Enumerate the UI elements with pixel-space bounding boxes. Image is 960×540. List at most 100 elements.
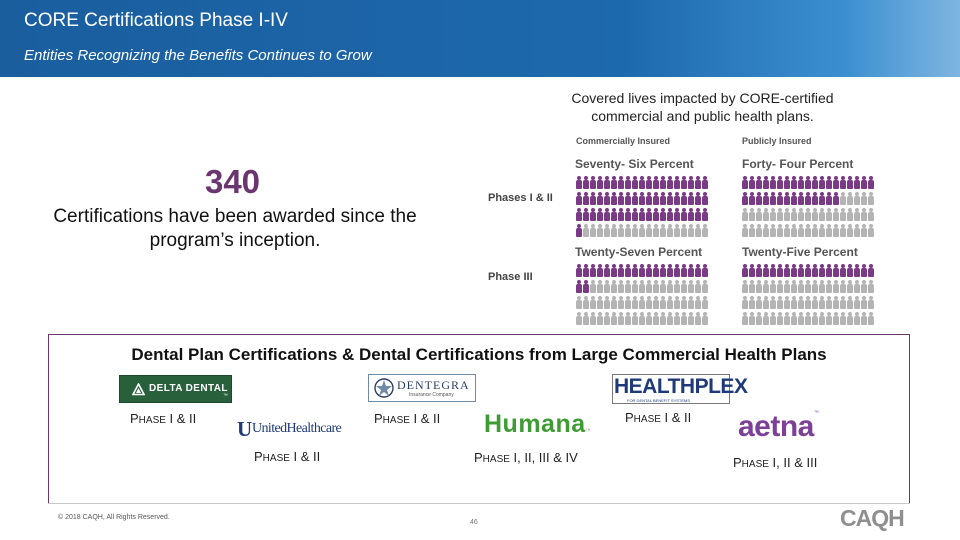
person-icon	[625, 224, 631, 237]
person-icon-covered	[812, 192, 818, 205]
person-icon	[840, 280, 846, 293]
person-icon	[763, 224, 769, 237]
person-icon-covered	[653, 264, 659, 277]
person-icon	[646, 280, 652, 293]
person-icon	[840, 312, 846, 325]
person-icon-covered	[777, 192, 783, 205]
person-icon-covered	[674, 192, 680, 205]
person-icon-covered	[653, 176, 659, 189]
person-icon	[702, 296, 708, 309]
person-icon-covered	[819, 264, 825, 277]
person-icon	[639, 280, 645, 293]
person-icon	[854, 280, 860, 293]
person-icon-covered	[660, 264, 666, 277]
person-icon	[798, 208, 804, 221]
dentegra-subtitle: Insurance Company	[409, 392, 454, 398]
phase3-public-percent: Twenty-Five Percent	[742, 245, 858, 259]
person-icon	[777, 312, 783, 325]
person-icon-covered	[847, 176, 853, 189]
person-icon-covered	[777, 264, 783, 277]
person-icon	[756, 280, 762, 293]
person-icon	[763, 208, 769, 221]
aetna-trademark: ™	[813, 410, 819, 416]
person-icon-covered	[604, 192, 610, 205]
person-icon	[625, 280, 631, 293]
person-icon-covered	[646, 192, 652, 205]
person-icon	[688, 296, 694, 309]
person-icon	[618, 280, 624, 293]
person-icon	[660, 224, 666, 237]
person-icon-covered	[833, 176, 839, 189]
person-icon	[618, 312, 624, 325]
person-icon	[777, 224, 783, 237]
person-icon-covered	[756, 176, 762, 189]
person-icon-covered	[639, 264, 645, 277]
person-icon-covered	[791, 176, 797, 189]
person-icon-covered	[667, 176, 673, 189]
person-icon-covered	[639, 208, 645, 221]
person-icon-covered	[702, 208, 708, 221]
person-icon-covered	[632, 264, 638, 277]
person-icon	[688, 280, 694, 293]
person-icon-covered	[791, 264, 797, 277]
person-icon	[798, 296, 804, 309]
person-icon-covered	[784, 192, 790, 205]
person-icon	[798, 312, 804, 325]
person-icon	[625, 296, 631, 309]
person-icon	[681, 224, 687, 237]
person-icon	[854, 192, 860, 205]
person-icon	[833, 280, 839, 293]
person-icon	[770, 208, 776, 221]
person-icon-covered	[688, 176, 694, 189]
person-icon	[681, 312, 687, 325]
person-icon	[868, 192, 874, 205]
person-icon-covered	[583, 208, 589, 221]
person-icon-covered	[770, 176, 776, 189]
person-icon	[798, 280, 804, 293]
person-icon-covered	[756, 192, 762, 205]
phase12-commercial-percent: Seventy- Six Percent	[575, 157, 694, 171]
phase-label-aetna: PHASE I, II & III	[733, 455, 818, 470]
person-icon-covered	[805, 264, 811, 277]
person-icon	[632, 280, 638, 293]
person-icon	[695, 280, 701, 293]
phase3-commercial-percent: Twenty-Seven Percent	[575, 245, 703, 259]
person-icon	[742, 312, 748, 325]
people-row	[576, 280, 708, 293]
person-icon	[583, 296, 589, 309]
humana-logo: Humana™	[484, 410, 591, 439]
person-icon	[597, 296, 603, 309]
person-icon-covered	[583, 264, 589, 277]
person-icon	[597, 224, 603, 237]
person-icon-covered	[742, 192, 748, 205]
person-icon-covered	[639, 176, 645, 189]
person-icon-covered	[646, 176, 652, 189]
person-icon	[791, 208, 797, 221]
person-icon-covered	[597, 208, 603, 221]
person-icon	[756, 296, 762, 309]
person-icon	[660, 312, 666, 325]
person-icon-covered	[840, 176, 846, 189]
person-icon	[583, 312, 589, 325]
person-icon	[791, 224, 797, 237]
person-icon-covered	[660, 208, 666, 221]
person-icon-covered	[819, 192, 825, 205]
person-icon-covered	[702, 176, 708, 189]
person-icon	[604, 224, 610, 237]
person-icon-covered	[604, 264, 610, 277]
person-icon	[590, 280, 596, 293]
person-icon-covered	[625, 192, 631, 205]
people-row	[576, 312, 708, 325]
person-icon	[681, 296, 687, 309]
phase-label-dentegra: PHASE I & II	[374, 411, 441, 426]
person-icon	[653, 296, 659, 309]
person-icon	[805, 280, 811, 293]
person-icon	[646, 296, 652, 309]
dentegra-wordmark: DENTEGRA	[397, 378, 470, 392]
person-icon-covered	[646, 208, 652, 221]
person-icon	[590, 224, 596, 237]
person-icon-covered	[653, 192, 659, 205]
person-icon	[840, 208, 846, 221]
person-icon	[653, 224, 659, 237]
person-icon-covered	[798, 192, 804, 205]
